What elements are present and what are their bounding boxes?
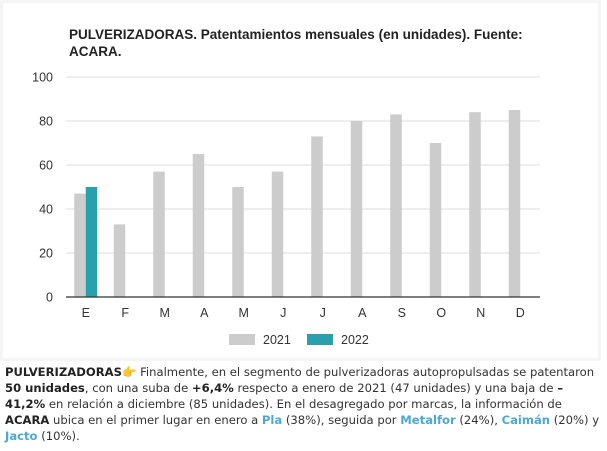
x-tick-label: S [398, 306, 406, 320]
legend-label-2021: 2021 [263, 333, 291, 347]
bar-2021-D [508, 110, 521, 297]
y-tick-label: 100 [32, 71, 53, 85]
x-tick-label: A [200, 306, 209, 320]
x-tick-label: M [239, 306, 249, 320]
y-tick-label: 80 [39, 115, 53, 129]
caption-text: , con una suba de [84, 381, 192, 395]
x-tick-label: D [516, 306, 525, 320]
bar-2021-N [469, 112, 481, 297]
bar-2021-M [232, 187, 244, 297]
bar-chart: 0 20 40 60 80 100 E F M A M J J A S O N D 2021 2022 [32, 71, 540, 347]
caption-bold: ACARA [5, 413, 50, 427]
caption-text: en relación a diciembre (85 unidades). E… [45, 397, 562, 411]
caption-text: (38%), seguida por [282, 413, 401, 427]
caption-bold: +6,4% [191, 381, 234, 395]
bar-2021-E [74, 193, 86, 297]
x-tick-label: F [121, 306, 129, 320]
caption-bold: 50 unidades [5, 381, 85, 395]
bar-2021-F [113, 224, 126, 297]
caption-text: (20%) y [550, 413, 600, 427]
bar-2022-E [85, 187, 98, 297]
y-tick-label: 40 [39, 203, 53, 217]
bar-2021-J [271, 171, 284, 297]
x-tick-label: N [476, 306, 485, 320]
chart-panel: PULVERIZADORAS. Patentamientos mensuales… [0, 0, 601, 361]
legend-swatch-2022 [307, 334, 333, 345]
x-tick-label: J [280, 306, 286, 320]
legend-label-2022: 2022 [341, 333, 369, 347]
legend-swatch-2021 [229, 334, 255, 345]
x-tick-label: O [436, 306, 446, 320]
bar-2021-A [192, 154, 205, 297]
caption-lead: PULVERIZADORAS [5, 365, 122, 379]
bar-2021-J [311, 136, 323, 297]
brand-link-jacto[interactable]: Jacto [5, 429, 38, 443]
x-tick-label: E [82, 306, 90, 320]
x-tick-label: A [358, 306, 367, 320]
x-tick-label: J [320, 306, 326, 320]
brand-link-caiman[interactable]: Caimán [501, 413, 551, 427]
brand-link-metalfor[interactable]: Metalfor [400, 413, 456, 427]
caption-text: (10%). [37, 429, 80, 443]
y-tick-label: 60 [39, 159, 53, 173]
caption-text: Finalmente, en el segmento de pulverizad… [136, 365, 595, 379]
caption-text: (24%), [455, 413, 502, 427]
x-tick-label: M [160, 306, 170, 320]
chart-caption: PULVERIZADORAS👉 Finalmente, en el segmen… [5, 364, 601, 444]
pointing-hand-icon: 👉 [121, 365, 137, 379]
bar-2021-A [350, 121, 363, 297]
y-tick-label: 20 [39, 247, 53, 261]
y-tick-label: 0 [46, 291, 53, 305]
brand-link-pla[interactable]: Pla [261, 413, 283, 427]
caption-bold: –41,2% [5, 381, 563, 411]
bar-2021-O [429, 143, 442, 297]
bar-2021-M [153, 171, 165, 297]
caption-text: ubica en el primer lugar en enero a [49, 413, 262, 427]
caption-text: respecto a enero de 2021 (47 unidades) y… [233, 381, 558, 395]
chart-title: PULVERIZADORAS. Patentamientos mensuales… [69, 27, 523, 59]
bar-2021-S [390, 114, 402, 298]
